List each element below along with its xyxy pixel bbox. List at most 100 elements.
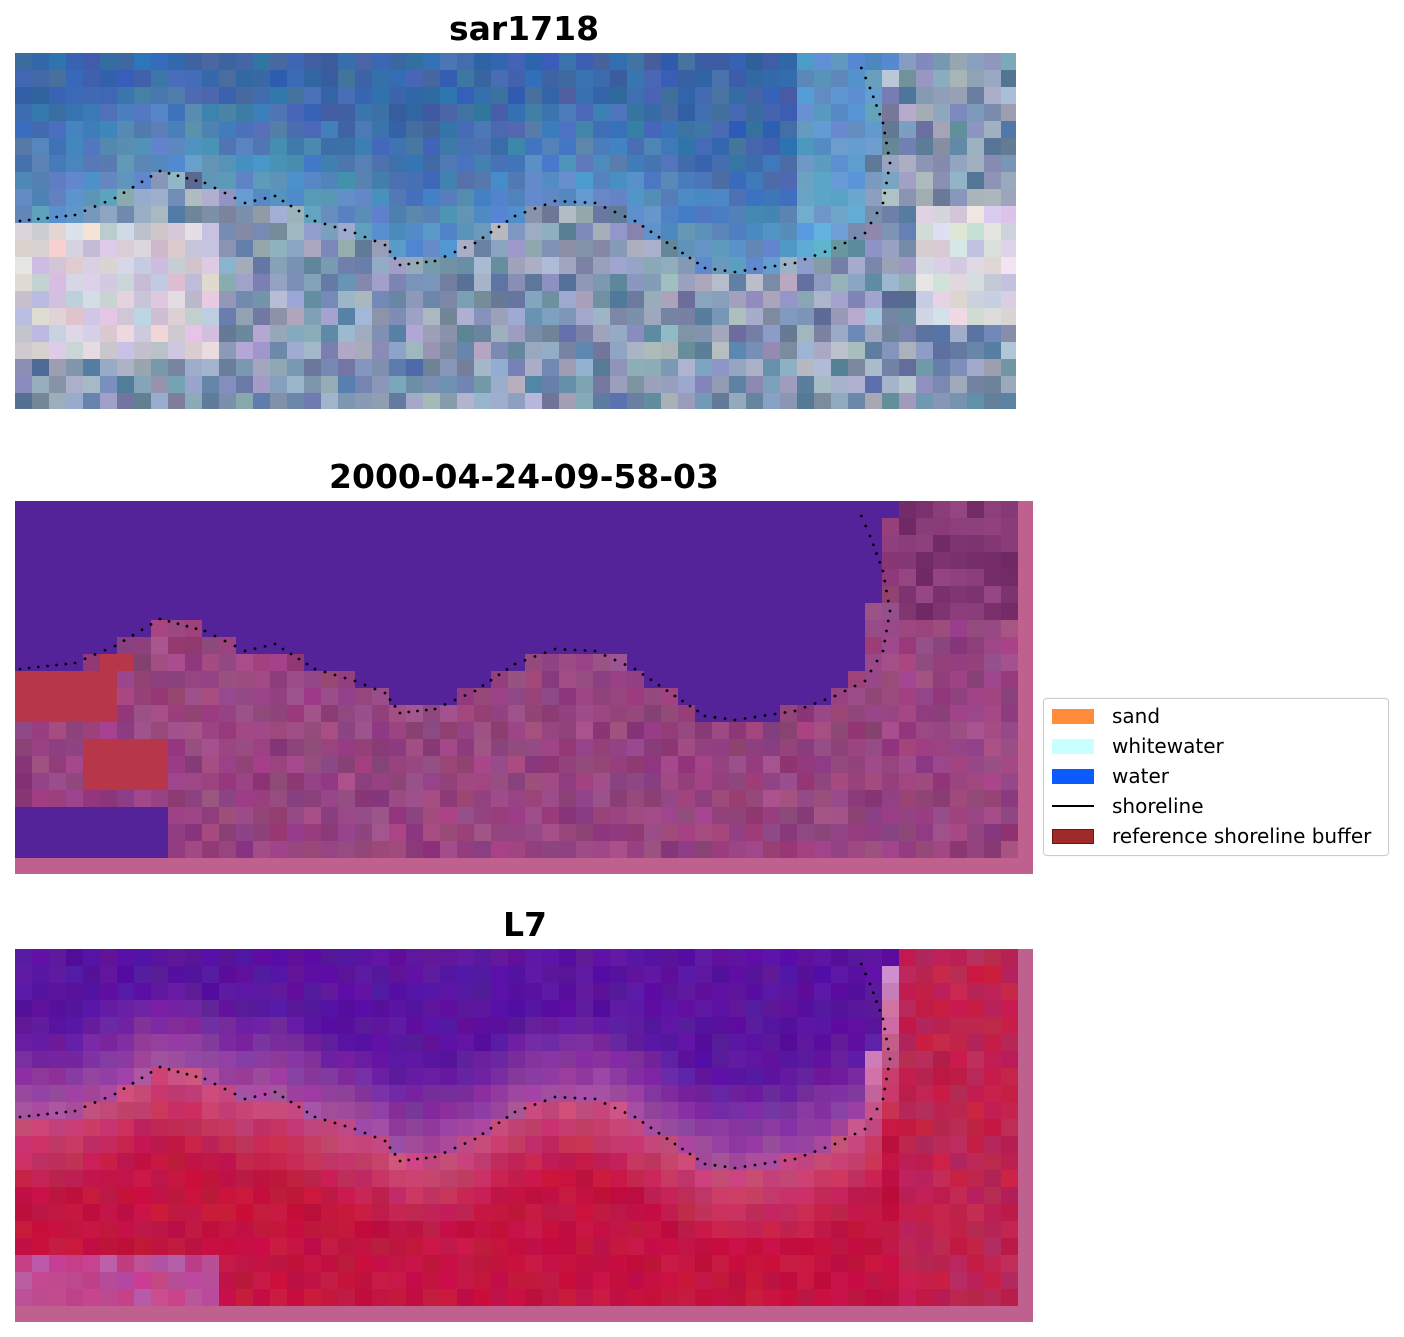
shoreline-point xyxy=(869,221,873,225)
shoreline-point xyxy=(167,620,171,623)
shoreline-point xyxy=(553,1095,557,1099)
shoreline-point xyxy=(323,222,327,226)
shoreline-point xyxy=(353,679,357,683)
shoreline-point xyxy=(158,169,162,173)
shoreline-point xyxy=(793,1157,797,1161)
shoreline-point xyxy=(333,1121,337,1125)
shoreline-point xyxy=(83,209,87,213)
shoreline-point xyxy=(398,711,402,715)
shoreline-point xyxy=(753,1163,757,1167)
shoreline-point xyxy=(140,628,144,632)
shoreline-point xyxy=(313,1115,317,1119)
shoreline-point xyxy=(297,657,301,661)
shoreline-point xyxy=(603,206,607,209)
shoreline-point xyxy=(543,203,547,207)
shoreline-point xyxy=(93,205,97,208)
shoreline-point xyxy=(723,717,727,721)
shoreline-point xyxy=(883,579,887,583)
shoreline-point xyxy=(505,668,509,671)
shoreline-point xyxy=(505,220,509,223)
shoreline-point xyxy=(613,1106,617,1110)
shoreline-point xyxy=(64,214,68,218)
shoreline-point xyxy=(863,231,867,235)
shoreline-point xyxy=(93,1101,97,1104)
shoreline-point xyxy=(281,647,285,651)
shoreline-point xyxy=(353,231,357,235)
shoreline-point xyxy=(243,1097,247,1101)
shoreline-point xyxy=(665,241,669,245)
shoreline-point xyxy=(881,121,885,125)
shoreline-point xyxy=(649,1126,653,1130)
shoreline-point xyxy=(473,689,477,693)
shoreline-point xyxy=(103,1096,107,1100)
shoreline-point xyxy=(863,1127,867,1131)
shoreline-point xyxy=(641,225,645,228)
shoreline-point xyxy=(203,1077,207,1081)
shoreline-point xyxy=(871,95,875,99)
shoreline-point xyxy=(281,1095,285,1099)
shoreline-point xyxy=(803,705,807,709)
shoreline-point xyxy=(864,76,868,80)
shoreline-point xyxy=(813,254,817,257)
shoreline-point xyxy=(641,673,645,676)
shoreline-point xyxy=(393,256,397,260)
shoreline-point xyxy=(688,256,692,260)
shoreline-point xyxy=(323,1118,327,1122)
shoreline-point xyxy=(886,171,890,175)
rgb-image xyxy=(15,53,1016,409)
shoreline-point xyxy=(813,1150,817,1153)
shoreline-point xyxy=(783,711,787,714)
shoreline-point xyxy=(573,200,577,204)
shoreline-point xyxy=(305,1110,309,1114)
shoreline-point xyxy=(881,649,885,653)
shoreline-point xyxy=(398,1159,402,1163)
shoreline-point xyxy=(73,213,77,217)
legend-item-reference-buffer: reference shoreline buffer xyxy=(1052,825,1371,847)
shoreline-point xyxy=(289,1100,293,1104)
shoreline-point xyxy=(481,1132,485,1135)
shoreline-point xyxy=(473,241,477,245)
shoreline-point xyxy=(185,1072,189,1076)
shoreline-point xyxy=(883,131,887,135)
shoreline-point xyxy=(573,1096,577,1100)
shoreline-point xyxy=(149,1071,153,1074)
shoreline-point xyxy=(743,1165,747,1168)
shoreline-point xyxy=(793,709,797,713)
shoreline-point xyxy=(388,250,392,254)
legend-label: reference shoreline buffer xyxy=(1112,824,1372,848)
shoreline-point xyxy=(18,1115,22,1119)
shoreline-point xyxy=(613,658,617,662)
shoreline-point xyxy=(443,703,447,706)
shoreline-point xyxy=(583,201,587,204)
shoreline-point xyxy=(633,219,637,223)
shoreline-point xyxy=(55,215,59,219)
panel-title-index: L7 xyxy=(503,905,547,944)
shoreline-point xyxy=(18,667,22,671)
shoreline-point xyxy=(888,609,892,613)
shoreline-point xyxy=(36,665,40,669)
shoreline-point xyxy=(881,1017,885,1021)
shoreline-point xyxy=(253,1095,257,1099)
shoreline-point xyxy=(843,241,847,245)
shoreline-point xyxy=(424,1156,428,1160)
shoreline-point xyxy=(243,649,247,653)
shoreline-point xyxy=(463,1142,467,1145)
shoreline-point xyxy=(523,658,527,662)
shoreline-point xyxy=(343,1124,347,1128)
water-swatch xyxy=(1052,768,1094,784)
shoreline-point xyxy=(864,524,868,528)
shoreline-point xyxy=(363,235,367,239)
shoreline-dots xyxy=(18,962,892,1170)
shoreline-point xyxy=(103,648,107,652)
shoreline-point xyxy=(131,633,135,637)
shoreline-point xyxy=(533,655,537,658)
shoreline-point xyxy=(773,1160,777,1164)
shoreline-point xyxy=(297,209,301,213)
shoreline-point xyxy=(793,261,797,265)
shoreline-point xyxy=(213,1082,217,1086)
shoreline-point xyxy=(763,714,767,717)
shoreline-point xyxy=(888,1057,892,1061)
shoreline-point xyxy=(868,534,872,538)
shoreline-point xyxy=(233,644,237,648)
shoreline-point xyxy=(497,1121,501,1125)
